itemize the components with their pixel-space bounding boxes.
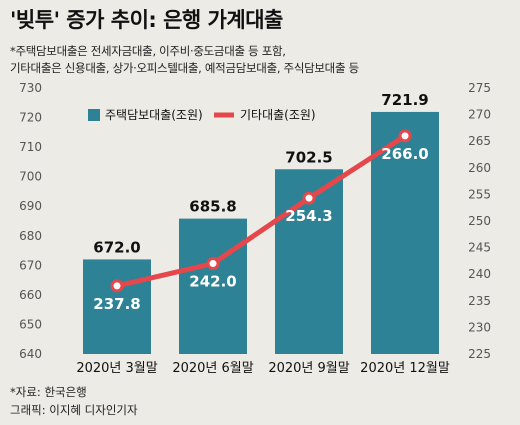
y-left-tick-label: 660: [19, 288, 42, 302]
x-category-label: 2020년 9월말: [268, 361, 349, 376]
y-left-tick-label: 670: [19, 258, 42, 272]
bar-series: 672.0 685.8 702.5 721.9: [83, 91, 439, 354]
chart-note-line1: *주택담보대출은 전세자금대출, 이주비·중도금대출 등 포함,: [10, 44, 286, 58]
line-path: [116, 133, 407, 289]
bar: [83, 259, 151, 354]
bar-value-label: 721.9: [381, 91, 428, 109]
bar: [179, 218, 247, 354]
y-left-tick-label: 730: [19, 81, 42, 95]
y-left-tick-label: 700: [19, 170, 42, 184]
legend: 주택담보대출(조원) 기타대출(조원): [88, 108, 316, 122]
y-right-tick-label: 265: [468, 134, 491, 148]
y-right-tick-label: 230: [468, 320, 491, 334]
y-left-tick-label: 640: [19, 347, 42, 361]
y-left-tick-label: 690: [19, 199, 42, 213]
legend-label-bar: 주택담보대출(조원): [105, 108, 203, 122]
y-axis-right: 225 230 235 240 245 250 255 260 265 270 275: [468, 81, 491, 361]
chart-title: '빚투' 증가 추이: 은행 가계대출: [10, 8, 283, 32]
x-category-label: 2020년 12월말: [360, 361, 450, 376]
y-right-tick-label: 235: [468, 294, 491, 308]
line-value-label: 254.3: [285, 207, 332, 225]
legend-label-line: 기타대출(조원): [240, 108, 316, 122]
y-right-tick-label: 255: [468, 187, 491, 201]
x-category-label: 2020년 3월말: [76, 361, 157, 376]
line-point: [398, 129, 412, 143]
graphic-credit: 그래픽: 이지혜 디자인기자: [10, 403, 138, 417]
x-category-label: 2020년 6월말: [172, 361, 253, 376]
y-left-tick-label: 710: [19, 140, 42, 154]
line-point: [110, 279, 124, 293]
bar-value-label: 702.5: [285, 148, 332, 166]
bar-value-label: 685.8: [189, 198, 236, 216]
bar-value-label: 672.0: [93, 238, 140, 256]
y-left-tick-label: 720: [19, 111, 42, 125]
source-note: *자료: 한국은행: [10, 385, 87, 399]
y-right-tick-label: 270: [468, 108, 491, 122]
y-left-tick-label: 650: [19, 317, 42, 331]
chart-note-line2: 기타대출은 신용대출, 상가·오피스텔대출, 예적금담보대출, 주식담보대출 등: [10, 61, 359, 75]
line-point: [302, 191, 316, 205]
line-value-label: 266.0: [381, 145, 428, 163]
line-value-label: 237.8: [93, 295, 140, 313]
y-right-tick-label: 225: [468, 347, 491, 361]
line-point: [206, 257, 220, 271]
x-axis-labels: 2020년 3월말 2020년 6월말 2020년 9월말 2020년 12월말: [76, 361, 450, 376]
line-value-label: 242.0: [189, 273, 236, 291]
y-right-tick-label: 245: [468, 241, 491, 255]
y-right-tick-label: 275: [468, 81, 491, 95]
line-series: 237.8 242.0 254.3 266.0: [93, 129, 429, 313]
y-left-tick-label: 680: [19, 229, 42, 243]
y-right-tick-label: 240: [468, 267, 491, 281]
y-right-tick-label: 260: [468, 161, 491, 175]
y-right-tick-label: 250: [468, 214, 491, 228]
legend-swatch-bar: [88, 109, 100, 121]
y-axis-left: 640 650 660 670 680 690 700 710 720 730: [19, 81, 42, 361]
